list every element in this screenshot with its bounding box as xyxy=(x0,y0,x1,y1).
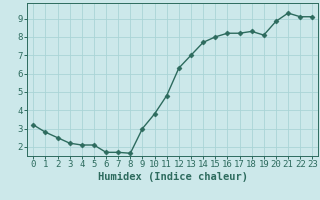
X-axis label: Humidex (Indice chaleur): Humidex (Indice chaleur) xyxy=(98,172,248,182)
